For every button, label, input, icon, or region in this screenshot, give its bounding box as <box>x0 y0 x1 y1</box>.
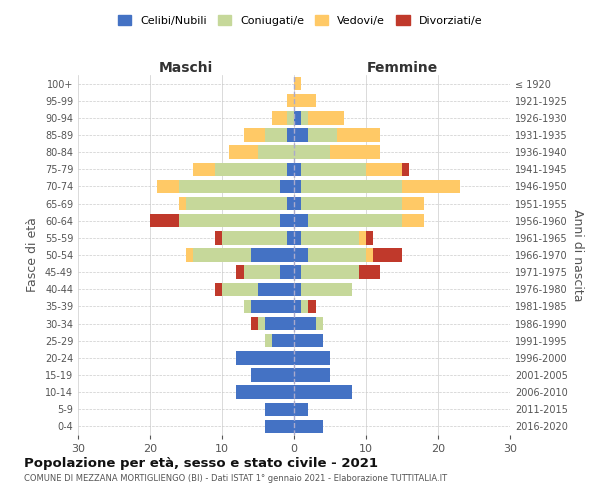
Bar <box>294 77 301 90</box>
Bar <box>251 248 294 262</box>
Bar <box>294 334 323 347</box>
Text: COMUNE DI MEZZANA MORTIGLIENGO (BI) - Dati ISTAT 1° gennaio 2021 - Elaborazione : COMUNE DI MEZZANA MORTIGLIENGO (BI) - Da… <box>24 474 447 483</box>
Bar <box>186 248 193 262</box>
Bar <box>236 386 294 399</box>
Bar <box>258 317 265 330</box>
Bar <box>186 197 287 210</box>
Legend: Celibi/Nubili, Coniugati/e, Vedovi/e, Divorziati/e: Celibi/Nubili, Coniugati/e, Vedovi/e, Di… <box>113 10 487 30</box>
Bar <box>272 334 294 347</box>
Bar <box>294 248 308 262</box>
Bar <box>308 248 366 262</box>
Bar <box>265 402 294 416</box>
Bar <box>265 420 294 433</box>
Bar <box>251 317 258 330</box>
Bar <box>179 180 280 193</box>
Bar <box>366 162 402 176</box>
Bar <box>251 368 294 382</box>
Bar <box>366 231 373 244</box>
Bar <box>287 197 294 210</box>
Bar <box>244 128 265 141</box>
Bar <box>280 214 294 228</box>
Bar <box>294 351 330 364</box>
Bar <box>272 111 287 124</box>
Bar <box>301 197 402 210</box>
Bar <box>287 111 294 124</box>
Bar <box>294 128 308 141</box>
Bar <box>244 266 280 279</box>
Bar <box>294 231 301 244</box>
Bar <box>294 300 301 313</box>
Bar <box>359 266 380 279</box>
Bar <box>294 197 301 210</box>
Bar <box>301 266 359 279</box>
Bar <box>359 231 366 244</box>
Bar <box>294 368 330 382</box>
Bar <box>294 402 308 416</box>
Bar <box>193 162 215 176</box>
Y-axis label: Anni di nascita: Anni di nascita <box>571 209 584 301</box>
Bar <box>366 248 373 262</box>
Bar <box>287 128 294 141</box>
Bar <box>236 351 294 364</box>
Bar <box>294 317 316 330</box>
Bar <box>294 94 316 108</box>
Bar <box>316 317 323 330</box>
Bar <box>402 214 424 228</box>
Bar <box>301 231 359 244</box>
Y-axis label: Fasce di età: Fasce di età <box>26 218 39 292</box>
Bar <box>215 162 287 176</box>
Bar <box>287 231 294 244</box>
Bar <box>308 111 344 124</box>
Bar <box>294 214 308 228</box>
Bar <box>215 231 222 244</box>
Bar <box>294 282 301 296</box>
Bar <box>258 146 294 159</box>
Bar <box>301 180 402 193</box>
Bar <box>337 128 380 141</box>
Bar <box>265 317 294 330</box>
Bar <box>294 162 301 176</box>
Bar <box>287 94 294 108</box>
Bar <box>301 300 308 313</box>
Bar <box>280 266 294 279</box>
Bar <box>236 266 244 279</box>
Bar <box>308 128 337 141</box>
Bar <box>222 231 287 244</box>
Bar <box>308 300 316 313</box>
Bar <box>179 214 280 228</box>
Bar <box>215 282 222 296</box>
Bar <box>330 146 380 159</box>
Bar <box>244 300 251 313</box>
Bar <box>251 300 294 313</box>
Bar <box>150 214 179 228</box>
Text: Femmine: Femmine <box>367 61 437 75</box>
Bar <box>280 180 294 193</box>
Bar <box>294 180 301 193</box>
Bar <box>301 282 352 296</box>
Bar <box>294 111 301 124</box>
Bar <box>193 248 251 262</box>
Text: Maschi: Maschi <box>159 61 213 75</box>
Bar <box>179 197 186 210</box>
Bar <box>265 128 287 141</box>
Bar <box>402 197 424 210</box>
Bar <box>301 111 308 124</box>
Bar <box>402 162 409 176</box>
Bar <box>258 282 294 296</box>
Bar <box>294 266 301 279</box>
Bar <box>308 214 402 228</box>
Bar <box>157 180 179 193</box>
Bar <box>294 420 323 433</box>
Bar <box>287 162 294 176</box>
Text: Popolazione per età, sesso e stato civile - 2021: Popolazione per età, sesso e stato civil… <box>24 458 378 470</box>
Bar <box>294 146 330 159</box>
Bar <box>301 162 366 176</box>
Bar <box>265 334 272 347</box>
Bar <box>222 282 258 296</box>
Bar <box>373 248 402 262</box>
Bar <box>402 180 460 193</box>
Bar <box>229 146 258 159</box>
Bar <box>294 386 352 399</box>
